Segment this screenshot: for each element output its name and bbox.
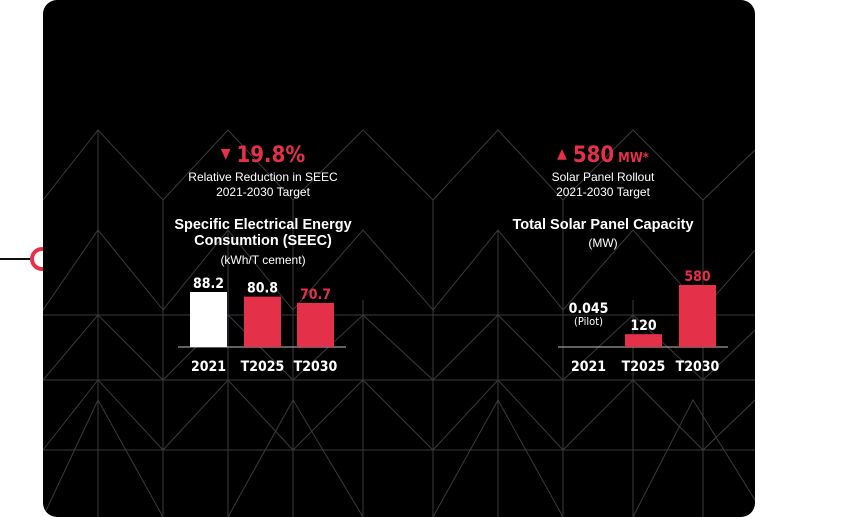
down-arrow-icon: ▼ [220,146,231,162]
solar-caption-line1: Solar Panel Rollout [551,170,655,184]
value-label: 80.8 [247,281,278,297]
category-label: 2021 [571,359,606,375]
seec-title-line1: Specific Electrical Energy [174,217,352,233]
solar-headline-caption: Solar Panel Rollout 2021-2030 Target [443,170,755,200]
category-label: T2030 [294,359,338,375]
solar-headline: ▲ 580 MW* [443,140,755,173]
solar-bar-chart: 0.045(Pilot) 2021 120 T2025 580 T2030 [558,269,728,375]
seec-headline-caption: Relative Reduction in SEEC 2021-2030 Tar… [103,170,423,200]
category-label: 2021 [191,359,226,375]
solar-rollout-unit: MW* [618,151,649,166]
bar-t2025 [244,296,281,347]
category-label: T2030 [676,359,720,375]
seec-caption-line2: 2021-2030 Target [216,185,310,199]
infographic-card: ▼ 19.8% Relative Reduction in SEEC 2021-2… [43,0,755,517]
bar-t2025 [625,334,662,347]
seec-bar-chart: 88.2 2021 80.8 T2025 70.7 T2030 [178,276,346,375]
solar-chart-title: Total Solar Panel Capacity [512,217,694,233]
seec-chart-unit: (kWh/T cement) [220,253,306,267]
seec-headline: ▼ 19.8% [103,140,423,170]
seec-panel: ▼ 19.8% Relative Reduction in SEEC 2021-2… [103,0,423,517]
value-label: 580 [684,269,711,285]
solar-rollout-value: 580 [572,143,615,168]
connector-line [0,258,32,260]
solar-panel: ▲ 580 MW* Solar Panel Rollout 2021-2030 Ta… [443,0,755,517]
seec-caption-line1: Relative Reduction in SEEC [188,170,338,184]
background-pattern [43,129,755,517]
bar-2021 [190,292,227,347]
value-sublabel: (Pilot) [574,315,603,328]
category-label: T2025 [241,359,285,375]
value-label: 88.2 [193,276,224,292]
value-label: 70.7 [300,287,331,303]
value-label: 120 [630,318,657,334]
seec-title-line2: Consumtion (SEEC) [194,233,332,249]
up-arrow-icon: ▲ [557,146,567,162]
seec-reduction-value: 19.8% [236,143,306,168]
bar-t2030 [679,285,716,347]
solar-chart-unit: (MW) [588,236,618,250]
category-label: T2025 [622,359,666,375]
value-label: 0.045 [569,301,609,317]
seec-chart-title: Specific Electrical Energy Consumtion (S… [103,217,423,249]
bar-t2030 [297,302,334,347]
solar-caption-line2: 2021-2030 Target [556,185,650,199]
